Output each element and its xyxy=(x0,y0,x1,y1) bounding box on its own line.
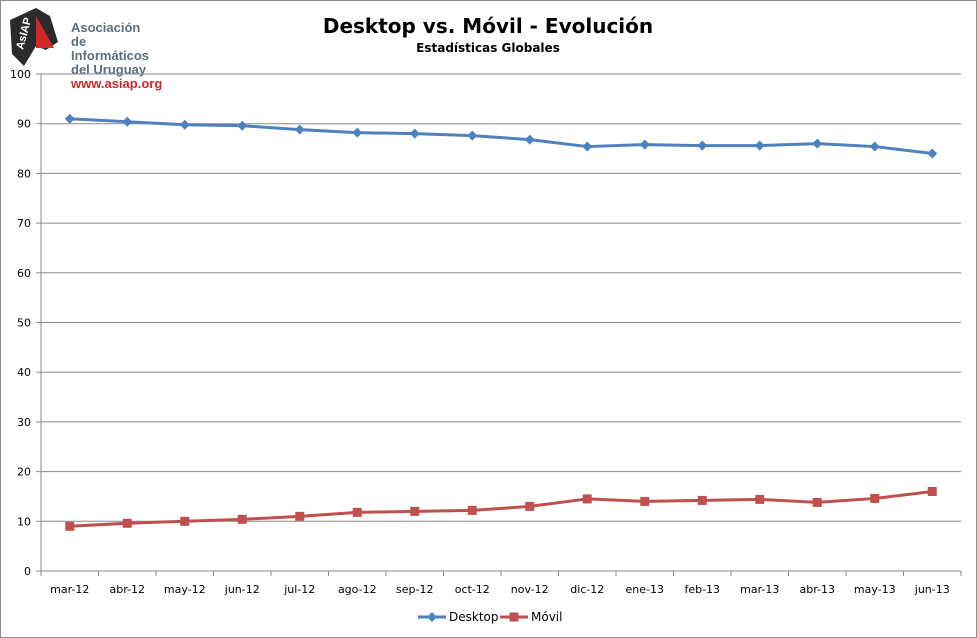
y-tick-label: 90 xyxy=(17,118,31,131)
x-tick-label: ene-13 xyxy=(626,583,664,596)
series-line-desktop xyxy=(69,117,933,156)
x-tick-label: jun-13 xyxy=(914,583,950,596)
data-point-movil xyxy=(410,506,420,516)
x-tick-label: may-12 xyxy=(164,583,206,596)
x-tick-label: abr-13 xyxy=(799,583,835,596)
data-point-movil xyxy=(582,494,592,504)
legend-label-desktop: Desktop xyxy=(449,610,499,624)
data-point-desktop xyxy=(122,116,133,127)
series-layer xyxy=(64,113,938,531)
legend: Desktop Móvil xyxy=(418,610,562,624)
data-point-desktop xyxy=(639,139,650,150)
data-point-movil xyxy=(237,514,247,524)
x-tick-label: dic-12 xyxy=(570,583,604,596)
legend-marker-movil xyxy=(509,612,519,622)
y-tick-label: 40 xyxy=(17,366,31,379)
x-tick-label: nov-12 xyxy=(511,583,549,596)
chart-title: Desktop vs. Móvil - Evolución xyxy=(323,14,653,38)
data-point-movil xyxy=(180,516,190,526)
data-point-desktop xyxy=(237,120,248,131)
y-tick-label: 70 xyxy=(17,217,31,230)
logo-url: www.asiap.org xyxy=(71,76,163,91)
y-tick-label: 80 xyxy=(17,167,31,180)
asiap-logo: AsIAP Asociación de Informáticos del Uru… xyxy=(6,6,166,91)
gridlines xyxy=(41,73,961,522)
x-tick-label: abr-12 xyxy=(109,583,145,596)
data-point-desktop xyxy=(869,141,880,152)
x-tick-label: sep-12 xyxy=(396,583,433,596)
data-point-movil xyxy=(697,495,707,505)
x-tick-label: ago-12 xyxy=(338,583,377,596)
legend-label-movil: Móvil xyxy=(531,610,562,624)
x-tick-label: feb-13 xyxy=(684,583,720,596)
y-tick-label: 10 xyxy=(17,515,31,528)
series-movil xyxy=(65,486,937,531)
data-point-movil xyxy=(295,511,305,521)
data-point-desktop xyxy=(524,134,535,145)
x-tick-label: jul-12 xyxy=(283,583,315,596)
logo-org-line-1: Asociación xyxy=(71,20,141,35)
x-tick-label: mar-13 xyxy=(740,583,779,596)
data-point-desktop xyxy=(352,127,363,138)
data-point-movil xyxy=(640,496,650,506)
data-point-movil xyxy=(467,505,477,515)
x-tick-label: mar-12 xyxy=(50,583,89,596)
data-point-movil xyxy=(65,521,75,531)
data-point-desktop xyxy=(697,140,708,151)
data-point-movil xyxy=(927,486,937,496)
data-point-movil xyxy=(812,497,822,507)
y-tick-label: 60 xyxy=(17,267,31,280)
data-point-movil xyxy=(525,501,535,511)
data-point-movil xyxy=(870,493,880,503)
data-point-desktop xyxy=(812,138,823,149)
data-point-movil xyxy=(352,507,362,517)
y-tick-label: 20 xyxy=(17,466,31,479)
data-point-desktop xyxy=(294,124,305,135)
data-point-desktop xyxy=(409,128,420,139)
x-tick-label: jun-12 xyxy=(224,583,260,596)
y-tick-label: 100 xyxy=(10,68,31,81)
data-point-desktop xyxy=(754,140,765,151)
legend-marker-desktop xyxy=(427,612,437,622)
data-point-desktop xyxy=(927,148,938,159)
logo-org-line-2: de Informáticos xyxy=(71,34,150,63)
data-point-movil xyxy=(122,518,132,528)
series-desktop xyxy=(64,113,938,159)
logo-badge-icon: AsIAP xyxy=(10,8,58,66)
data-point-desktop xyxy=(64,113,75,124)
y-tick-label: 30 xyxy=(17,416,31,429)
axes: 0 10 20 30 40 50 60 70 80 90 100 mar-12 abr-12 may-12… xyxy=(10,68,962,596)
x-tick-label: may-13 xyxy=(854,583,896,596)
logo-text: Asociación de Informáticos del Uruguay w… xyxy=(71,21,166,91)
data-point-desktop xyxy=(179,119,190,130)
chart-subtitle: Estadísticas Globales xyxy=(416,41,560,55)
y-tick-label: 0 xyxy=(24,565,31,578)
series-line-movil xyxy=(69,489,933,528)
x-tick-label: oct-12 xyxy=(455,583,490,596)
data-point-movil xyxy=(755,494,765,504)
data-point-desktop xyxy=(467,130,478,141)
data-point-desktop xyxy=(582,141,593,152)
y-tick-label: 50 xyxy=(17,317,31,330)
logo-org-line-3: del Uruguay xyxy=(71,62,147,77)
